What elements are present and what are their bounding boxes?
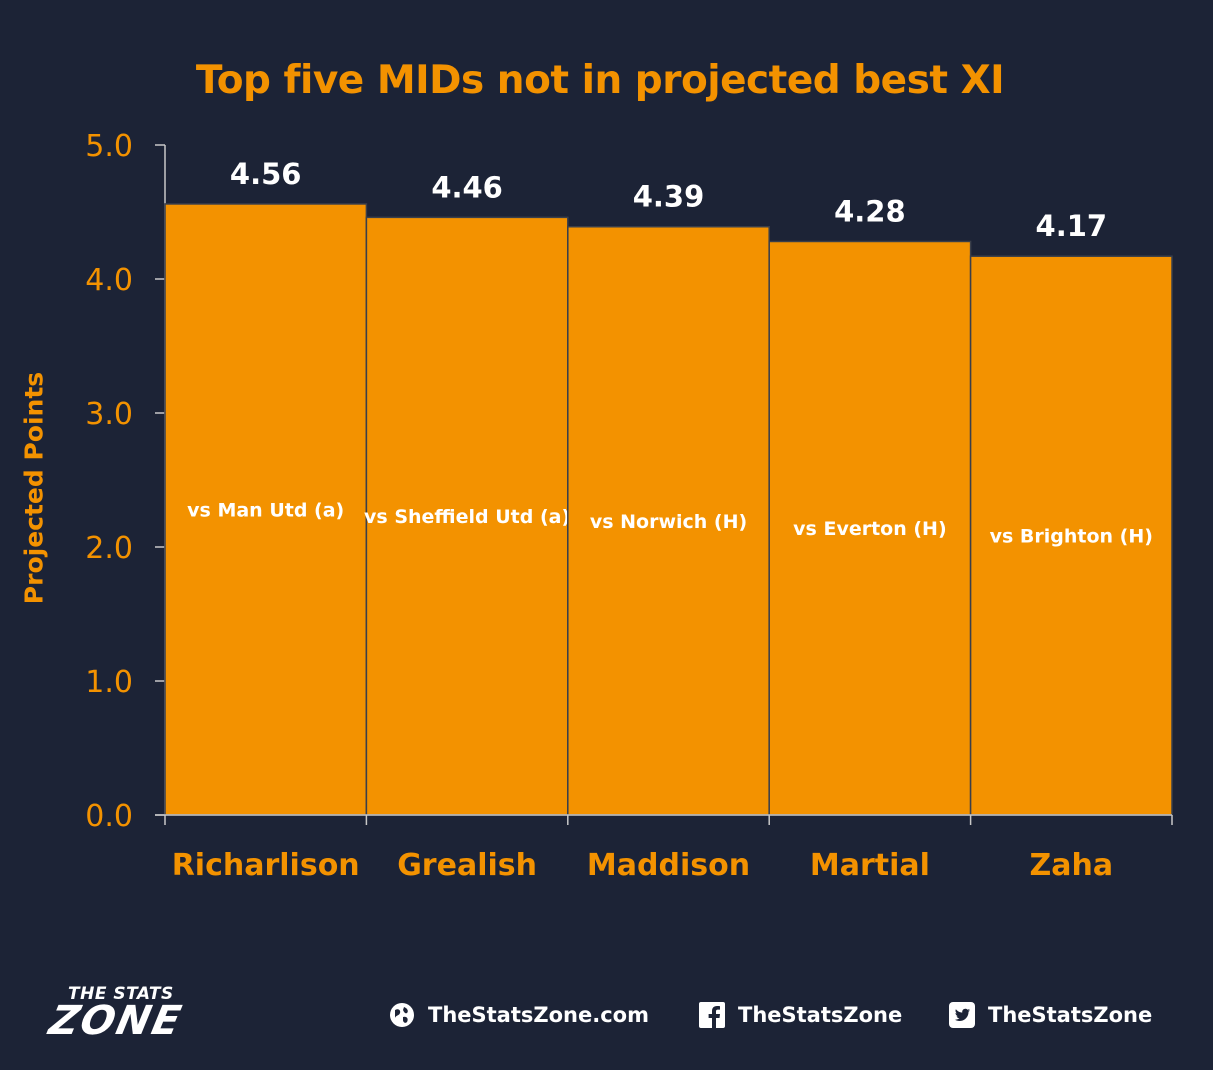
x-tick-label: Maddison	[587, 848, 750, 883]
website-text: TheStatsZone.com	[428, 1003, 649, 1027]
y-tick-label: 2.0	[85, 531, 133, 566]
bar-zaha	[969, 255, 1173, 816]
x-tick-label: Martial	[810, 848, 930, 883]
y-tick-label: 5.0	[85, 129, 133, 164]
data-label: 4.17	[1036, 209, 1108, 243]
logo-top-text: THE STATS	[68, 984, 174, 1004]
twitter-link[interactable]: TheStatsZone	[948, 1000, 1152, 1030]
website-link[interactable]: TheStatsZone.com	[388, 1000, 649, 1030]
bar-grealish	[365, 216, 569, 816]
facebook-text: TheStatsZone	[738, 1003, 903, 1027]
data-label: 4.39	[633, 180, 705, 214]
data-label: 4.46	[431, 170, 503, 204]
x-tick-label: Zaha	[1029, 848, 1113, 883]
logo-bottom-text: ZONE	[45, 998, 187, 1044]
stats-zone-logo: THE STATS ZONE	[45, 984, 260, 1044]
twitter-icon	[948, 1001, 976, 1029]
twitter-text: TheStatsZone	[988, 1003, 1153, 1027]
facebook-icon	[698, 1001, 726, 1029]
x-tick-label: Richarlison	[172, 848, 360, 883]
bar-annotation: vs Man Utd (a)	[187, 499, 344, 521]
data-label: 4.56	[230, 157, 302, 191]
x-tick-label: Grealish	[397, 848, 537, 883]
y-tick-label: 0.0	[85, 799, 133, 834]
y-tick-label: 3.0	[85, 397, 133, 432]
y-tick-label: 4.0	[85, 263, 133, 298]
data-label: 4.28	[834, 194, 906, 228]
bar-martial	[768, 240, 972, 816]
chart-title: Top five MIDs not in projected best XI	[195, 58, 1005, 103]
bar-annotation: vs Sheffield Utd (a)	[364, 506, 570, 528]
bar-annotation: vs Brighton (H)	[990, 526, 1153, 548]
facebook-link[interactable]: TheStatsZone	[698, 1000, 902, 1030]
y-tick-label: 1.0	[85, 665, 133, 700]
bar-chart: 0.0 1.0 2.0 3.0 4.0 5.0 4.56 vs Man Utd (a) 4.46…	[85, 129, 1173, 883]
bar-annotation: vs Norwich (H)	[590, 511, 747, 533]
bar-annotation: vs Everton (H)	[793, 518, 946, 540]
globe-icon	[388, 1001, 416, 1029]
footer: THE STATS ZONE TheStatsZone.com	[0, 980, 1213, 1050]
bar-richarlison	[164, 203, 368, 816]
